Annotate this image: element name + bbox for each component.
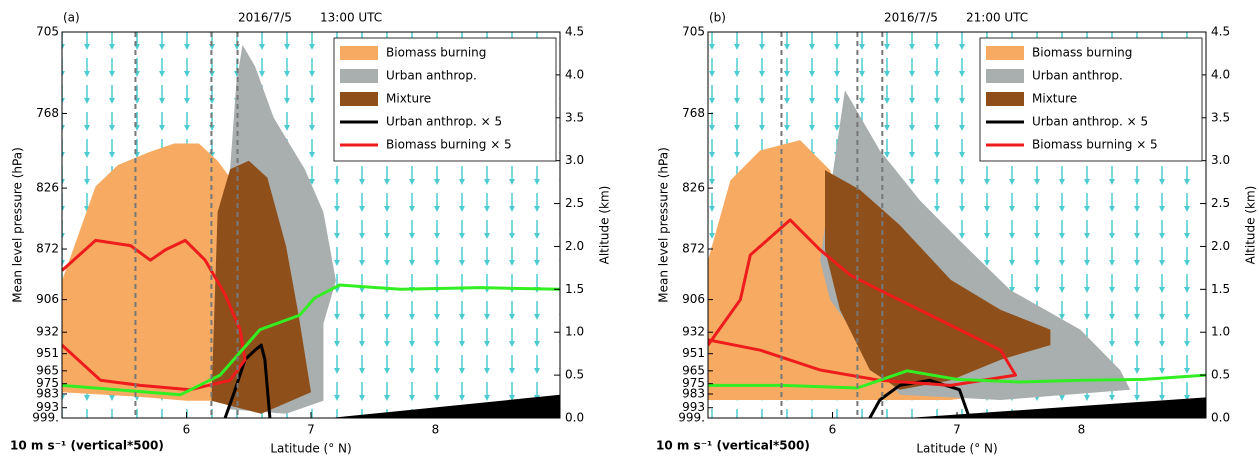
y-tick-label: 932	[36, 325, 59, 339]
note: 10 m s⁻¹ (vertical*500)	[10, 439, 164, 453]
note: 10 m s⁻¹ (vertical*500)	[656, 439, 810, 453]
y-tick-label: 975	[682, 376, 705, 390]
y-tick-label: 826	[682, 181, 705, 195]
legend-swatch	[340, 46, 378, 60]
y2-tick-label: 3.0	[1211, 153, 1230, 167]
y-tick-label: 768	[682, 106, 705, 120]
y2-tick-label: 0.5	[565, 368, 584, 382]
y-tick-label: 951	[682, 346, 705, 360]
y-tick-label: 983	[36, 386, 59, 400]
legend-label: Urban anthrop. × 5	[1032, 115, 1148, 129]
line	[62, 283, 560, 397]
y2-tick-label: 2.5	[565, 196, 584, 210]
y-tick-label: 705	[682, 25, 705, 39]
legend-label: Biomass burning	[1032, 46, 1132, 60]
x-tick-label: 7	[307, 423, 315, 437]
y-tick-label: 906	[682, 292, 705, 306]
y-tick-label: 826	[36, 181, 59, 195]
x-axis-label: Latitude (° N)	[916, 442, 997, 456]
legend-swatch	[340, 69, 378, 83]
y2-tick-label: 0.5	[1211, 368, 1230, 382]
y-tick-label: 999.	[678, 411, 705, 425]
line	[223, 343, 272, 418]
legend-label: Biomass burning × 5	[1032, 138, 1158, 152]
y2-tick-label: 3.5	[1211, 110, 1230, 124]
legend-label: Urban anthrop.	[1032, 69, 1123, 83]
x-tick-label: 6	[829, 423, 837, 437]
legend-label: Mixture	[1032, 92, 1077, 106]
y-axis-label: Mean level pressure (hPa)	[11, 147, 25, 303]
y2-tick-label: 3.0	[565, 153, 584, 167]
legend-swatch	[986, 46, 1024, 60]
y2-axis-label: Altitude (km)	[598, 186, 612, 265]
y-tick-label: 906	[36, 292, 59, 306]
y2-tick-label: 1.0	[565, 325, 584, 339]
y-tick-label: 993	[36, 400, 59, 414]
y2-tick-label: 4.5	[565, 25, 584, 39]
y-tick-label: 932	[682, 325, 705, 339]
area	[907, 397, 1206, 418]
x-tick-label: 6	[183, 423, 191, 437]
legend-swatch	[986, 69, 1024, 83]
y2-tick-label: 0.0	[1211, 411, 1230, 425]
y2-tick-label: 0.0	[565, 411, 584, 425]
y2-axis-label: Altitude (km)	[1244, 186, 1258, 265]
y2-tick-label: 1.0	[1211, 325, 1230, 339]
y-tick-label: 983	[682, 386, 705, 400]
line	[708, 369, 1206, 390]
plot-area	[708, 32, 1206, 418]
time: 21:00 UTC	[966, 11, 1028, 25]
date: 2016/7/5	[884, 11, 938, 25]
line	[62, 238, 247, 392]
y-tick-label: 965	[682, 363, 705, 377]
legend-label: Biomass burning × 5	[386, 138, 512, 152]
area	[211, 160, 311, 414]
y2-tick-label: 3.5	[565, 110, 584, 124]
y2-tick-label: 4.5	[1211, 25, 1230, 39]
legend-label: Biomass burning	[386, 46, 486, 60]
x-axis-label: Latitude (° N)	[270, 442, 351, 456]
line	[708, 218, 1017, 387]
legend-swatch	[986, 92, 1024, 106]
y-tick-label: 768	[36, 106, 59, 120]
y2-tick-label: 2.0	[1211, 239, 1230, 253]
y-tick-label: 951	[36, 346, 59, 360]
y2-tick-label: 2.0	[565, 239, 584, 253]
area	[329, 394, 560, 418]
panel-label: (a)	[63, 11, 80, 25]
y-tick-label: 872	[682, 242, 705, 256]
y-axis-label: Mean level pressure (hPa)	[657, 147, 671, 303]
y-tick-label: 999.	[32, 411, 59, 425]
y-tick-label: 965	[36, 363, 59, 377]
y-tick-label: 705	[36, 25, 59, 39]
plot-area	[62, 32, 560, 418]
panel-label: (b)	[709, 11, 726, 25]
legend-swatch	[340, 92, 378, 106]
x-tick-label: 8	[432, 423, 440, 437]
y2-tick-label: 4.0	[1211, 67, 1230, 81]
legend-label: Urban anthrop.	[386, 69, 477, 83]
date: 2016/7/5	[238, 11, 292, 25]
y2-tick-label: 1.5	[1211, 282, 1230, 296]
x-tick-label: 7	[953, 423, 961, 437]
x-tick-label: 8	[1078, 423, 1086, 437]
time: 13:00 UTC	[320, 11, 382, 25]
panel: 6 7 8 705 768 826 872 906 932 951 965975983993999.…	[10, 11, 612, 456]
y2-tick-label: 4.0	[565, 67, 584, 81]
y2-tick-label: 2.5	[1211, 196, 1230, 210]
y-tick-label: 872	[36, 242, 59, 256]
y-tick-label: 975	[36, 376, 59, 390]
y-tick-label: 993	[682, 400, 705, 414]
panel: 6 7 8 705 768 826 872 906 932 951 965975983993999.…	[656, 11, 1258, 456]
legend-label: Mixture	[386, 92, 431, 106]
legend-label: Urban anthrop. × 5	[386, 115, 502, 129]
y2-tick-label: 1.5	[565, 282, 584, 296]
